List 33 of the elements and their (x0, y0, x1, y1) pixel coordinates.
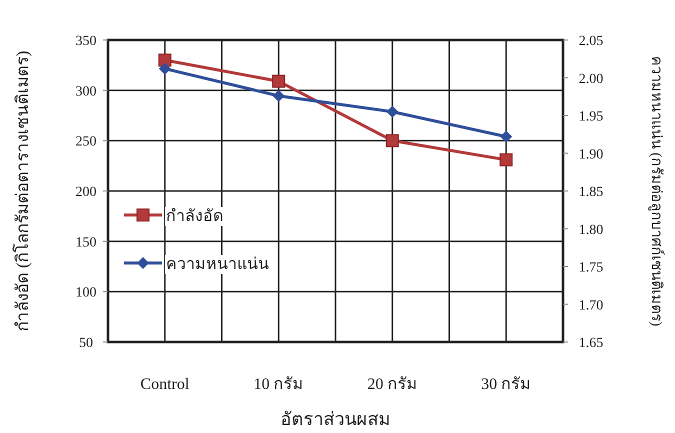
y2-tick-label: 1.85 (578, 185, 604, 200)
y2-tick-label: 1.95 (578, 110, 604, 124)
x-tick-label: 10 กรัม (254, 376, 304, 393)
point (272, 90, 285, 102)
legend-label: กำลังอัด (166, 208, 223, 225)
y-tick-label: 250 (76, 134, 96, 150)
x-tick-label: 20 กรัม (367, 376, 418, 393)
point (500, 130, 512, 143)
y-tick-label: 350 (76, 34, 96, 49)
point (500, 153, 513, 166)
y2-tick-label: 1.80 (578, 222, 604, 238)
x-tick-label: Control (140, 376, 190, 393)
y2-tick-label: 1.70 (578, 298, 604, 314)
point (272, 74, 286, 88)
point (386, 106, 398, 118)
y2-tick-label: 2.00 (578, 72, 604, 87)
y-tick-label: 150 (76, 235, 96, 250)
y2-tick-label: 1.65 (578, 336, 604, 351)
point (158, 54, 172, 67)
y-tick-label: 100 (76, 286, 96, 301)
y-tick-label: 50 (79, 336, 93, 351)
x-tick-label: 30 กรัม (481, 376, 532, 393)
y-axis-title: กำลังอัด (กิโลกรัมต่อตารางเซนติเมตร) (12, 50, 32, 332)
point (158, 62, 171, 75)
y2-tick-label: 2.05 (578, 34, 604, 49)
y2-tick-label: 1.90 (578, 147, 604, 162)
point (386, 134, 399, 148)
x-axis-title: อัตราส่วนผสม (280, 409, 390, 429)
y-tick-label: 200 (76, 185, 96, 200)
y2-axis-title: ความหนาแน่น (กรัมต่อลูกบาศก์เซนติเมตร) (648, 56, 665, 326)
y-tick-label: 300 (76, 84, 96, 100)
legend-label: ความหนาแน่น (166, 256, 269, 273)
y2-tick-label: 1.75 (578, 260, 604, 276)
